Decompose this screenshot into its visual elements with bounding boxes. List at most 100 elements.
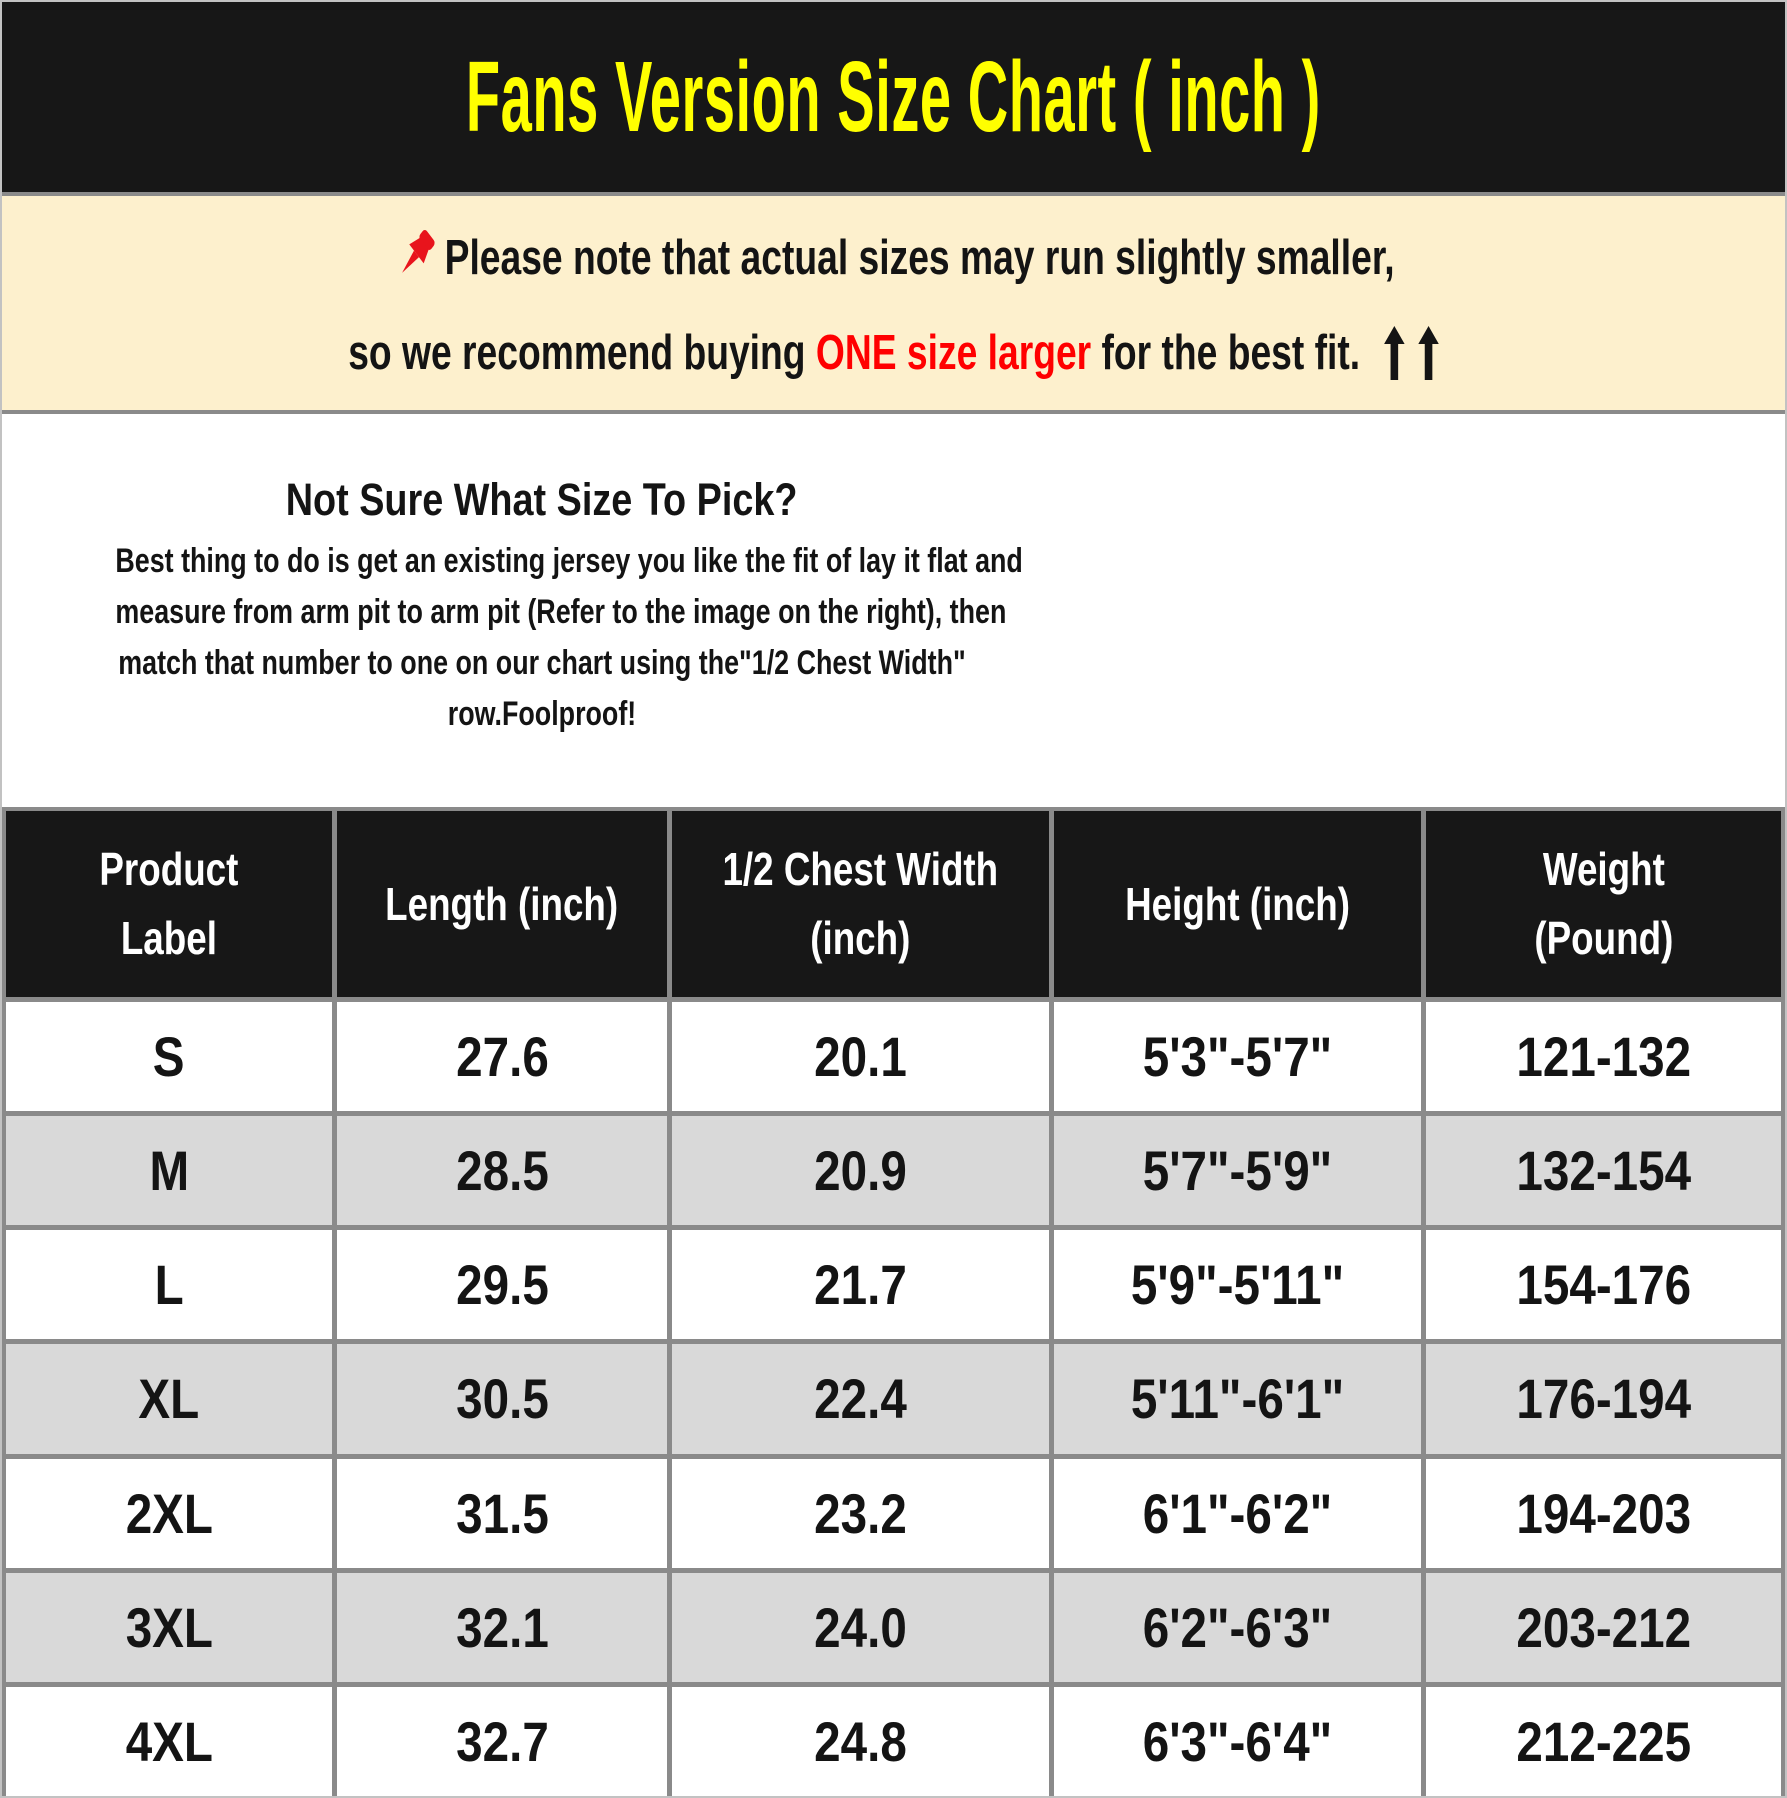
notice-text-1: Please note that actual sizes may run sl…	[445, 231, 1396, 285]
size-label-cell: 4XL	[6, 1686, 333, 1796]
cell-text: 203-212	[1516, 1595, 1692, 1659]
size-help-line: Best thing to do is get an existing jers…	[115, 542, 1023, 580]
size-label-cell: L	[6, 1230, 333, 1340]
cell-text: 27.6	[455, 1025, 549, 1089]
size-value-cell: 6'3"-6'4"	[1054, 1686, 1422, 1796]
cell-text: S	[153, 1025, 185, 1089]
table-header-label: Height (inch)	[1125, 877, 1351, 930]
cell-text: 176-194	[1516, 1367, 1692, 1431]
cell-text: 20.9	[814, 1139, 907, 1203]
cell-text: 23.2	[814, 1481, 907, 1545]
size-value-cell: 30.5	[337, 1344, 668, 1454]
page-title: Fans Version Size Chart ( inch )	[466, 40, 1321, 153]
notice-text-2b: for the best fit.	[1091, 326, 1371, 380]
cell-text: 31.5	[455, 1481, 549, 1545]
cell-text: 194-203	[1516, 1481, 1692, 1545]
cell-text: 2XL	[125, 1481, 213, 1545]
cell-text: 212-225	[1516, 1709, 1692, 1773]
size-value-cell: 5'11"-6'1"	[1054, 1344, 1422, 1454]
table-header-cell: Length (inch)	[337, 811, 668, 997]
size-help-heading: Not Sure What Size To Pick?	[2, 474, 1082, 526]
table-header-label: Weight (Pound)	[1534, 843, 1674, 964]
size-value-cell: 176-194	[1426, 1344, 1781, 1454]
cell-text: L	[154, 1253, 184, 1317]
size-value-cell: 203-212	[1426, 1572, 1781, 1682]
size-value-cell: 121-132	[1426, 1002, 1781, 1112]
size-value-cell: 27.6	[337, 1002, 668, 1112]
size-value-cell: 32.7	[337, 1686, 668, 1796]
size-help-text: Not Sure What Size To Pick? Best thing t…	[2, 414, 1082, 740]
size-value-cell: 21.7	[672, 1230, 1050, 1340]
cell-text: 20.1	[814, 1025, 907, 1089]
size-value-cell: 5'7"-5'9"	[1054, 1116, 1422, 1226]
size-value-cell: 22.4	[672, 1344, 1050, 1454]
cell-text: 5'3"-5'7"	[1143, 1025, 1333, 1089]
cell-text: 132-154	[1516, 1139, 1692, 1203]
cell-text: 24.8	[814, 1709, 907, 1773]
table-header-cell: 1/2 Chest Width (inch)	[672, 811, 1050, 997]
cell-text: 30.5	[455, 1367, 549, 1431]
cell-text: 6'2"-6'3"	[1143, 1595, 1333, 1659]
table-header-cell: Product Label	[6, 811, 333, 997]
size-value-cell: 154-176	[1426, 1230, 1781, 1340]
cell-text: XL	[138, 1367, 200, 1431]
cell-text: 29.5	[455, 1253, 549, 1317]
cell-text: 3XL	[125, 1595, 213, 1659]
size-value-cell: 24.0	[672, 1572, 1050, 1682]
size-label-cell: 2XL	[6, 1458, 333, 1568]
size-value-cell: 29.5	[337, 1230, 668, 1340]
size-value-cell: 6'1"-6'2"	[1054, 1458, 1422, 1568]
size-help-line: row.Foolproof!	[447, 695, 637, 733]
cell-text: 6'3"-6'4"	[1143, 1709, 1333, 1773]
size-table: Product Label Length (inch) 1/2 Chest Widt…	[2, 807, 1785, 1796]
size-value-cell: 20.1	[672, 1002, 1050, 1112]
size-label-cell: M	[6, 1116, 333, 1226]
size-help-line: match that number to one on our chart us…	[118, 644, 966, 682]
size-value-cell: 5'3"-5'7"	[1054, 1002, 1422, 1112]
size-value-cell: 20.9	[672, 1116, 1050, 1226]
cell-text: 121-132	[1516, 1025, 1692, 1089]
cell-text: 22.4	[814, 1367, 907, 1431]
size-value-cell: 6'2"-6'3"	[1054, 1572, 1422, 1682]
size-help-section: Not Sure What Size To Pick? Best thing t…	[2, 414, 1785, 1168]
cell-text: 24.0	[814, 1595, 907, 1659]
cell-text: 5'9"-5'11"	[1131, 1253, 1345, 1317]
table-header-cell: Weight (Pound)	[1426, 811, 1781, 997]
table-header-label: 1/2 Chest Width (inch)	[722, 843, 999, 964]
cell-text: M	[149, 1139, 189, 1203]
table-header-label: Product Label	[99, 843, 239, 964]
size-label-cell: 3XL	[6, 1572, 333, 1682]
size-value-cell: 23.2	[672, 1458, 1050, 1568]
cell-text: 4XL	[125, 1709, 213, 1773]
notice-line-2: so we recommend buying ONE size larger f…	[348, 325, 1439, 381]
size-value-cell: 132-154	[1426, 1116, 1781, 1226]
up-arrow-icon	[1384, 326, 1405, 380]
size-help-line: measure from arm pit to arm pit (Refer t…	[115, 593, 1007, 631]
table-header-cell: Height (inch)	[1054, 811, 1422, 997]
notice-text-2a: so we recommend buying	[348, 326, 816, 380]
cell-text: 21.7	[814, 1253, 907, 1317]
cell-text: 5'11"-6'1"	[1131, 1367, 1345, 1431]
notice-banner: Please note that actual sizes may run sl…	[2, 192, 1785, 414]
cell-text: 32.7	[455, 1709, 549, 1773]
size-value-cell: 28.5	[337, 1116, 668, 1226]
size-help-heading-text: Not Sure What Size To Pick?	[286, 474, 798, 525]
cell-text: 28.5	[455, 1139, 549, 1203]
cell-text: 6'1"-6'2"	[1143, 1481, 1333, 1545]
size-value-cell: 194-203	[1426, 1458, 1781, 1568]
size-value-cell: 31.5	[337, 1458, 668, 1568]
notice-highlight: ONE size larger	[815, 326, 1092, 380]
up-arrow-icon	[1418, 326, 1439, 380]
notice-line-1: Please note that actual sizes may run sl…	[392, 225, 1395, 291]
size-value-cell: 212-225	[1426, 1686, 1781, 1796]
size-label-cell: S	[6, 1002, 333, 1112]
cell-text: 154-176	[1516, 1253, 1692, 1317]
title-bar: Fans Version Size Chart ( inch )	[2, 2, 1785, 192]
table-header-label: Length (inch)	[385, 877, 619, 930]
size-label-cell: XL	[6, 1344, 333, 1454]
size-value-cell: 24.8	[672, 1686, 1050, 1796]
size-value-cell: 32.1	[337, 1572, 668, 1682]
cell-text: 32.1	[455, 1595, 549, 1659]
size-value-cell: 5'9"-5'11"	[1054, 1230, 1422, 1340]
